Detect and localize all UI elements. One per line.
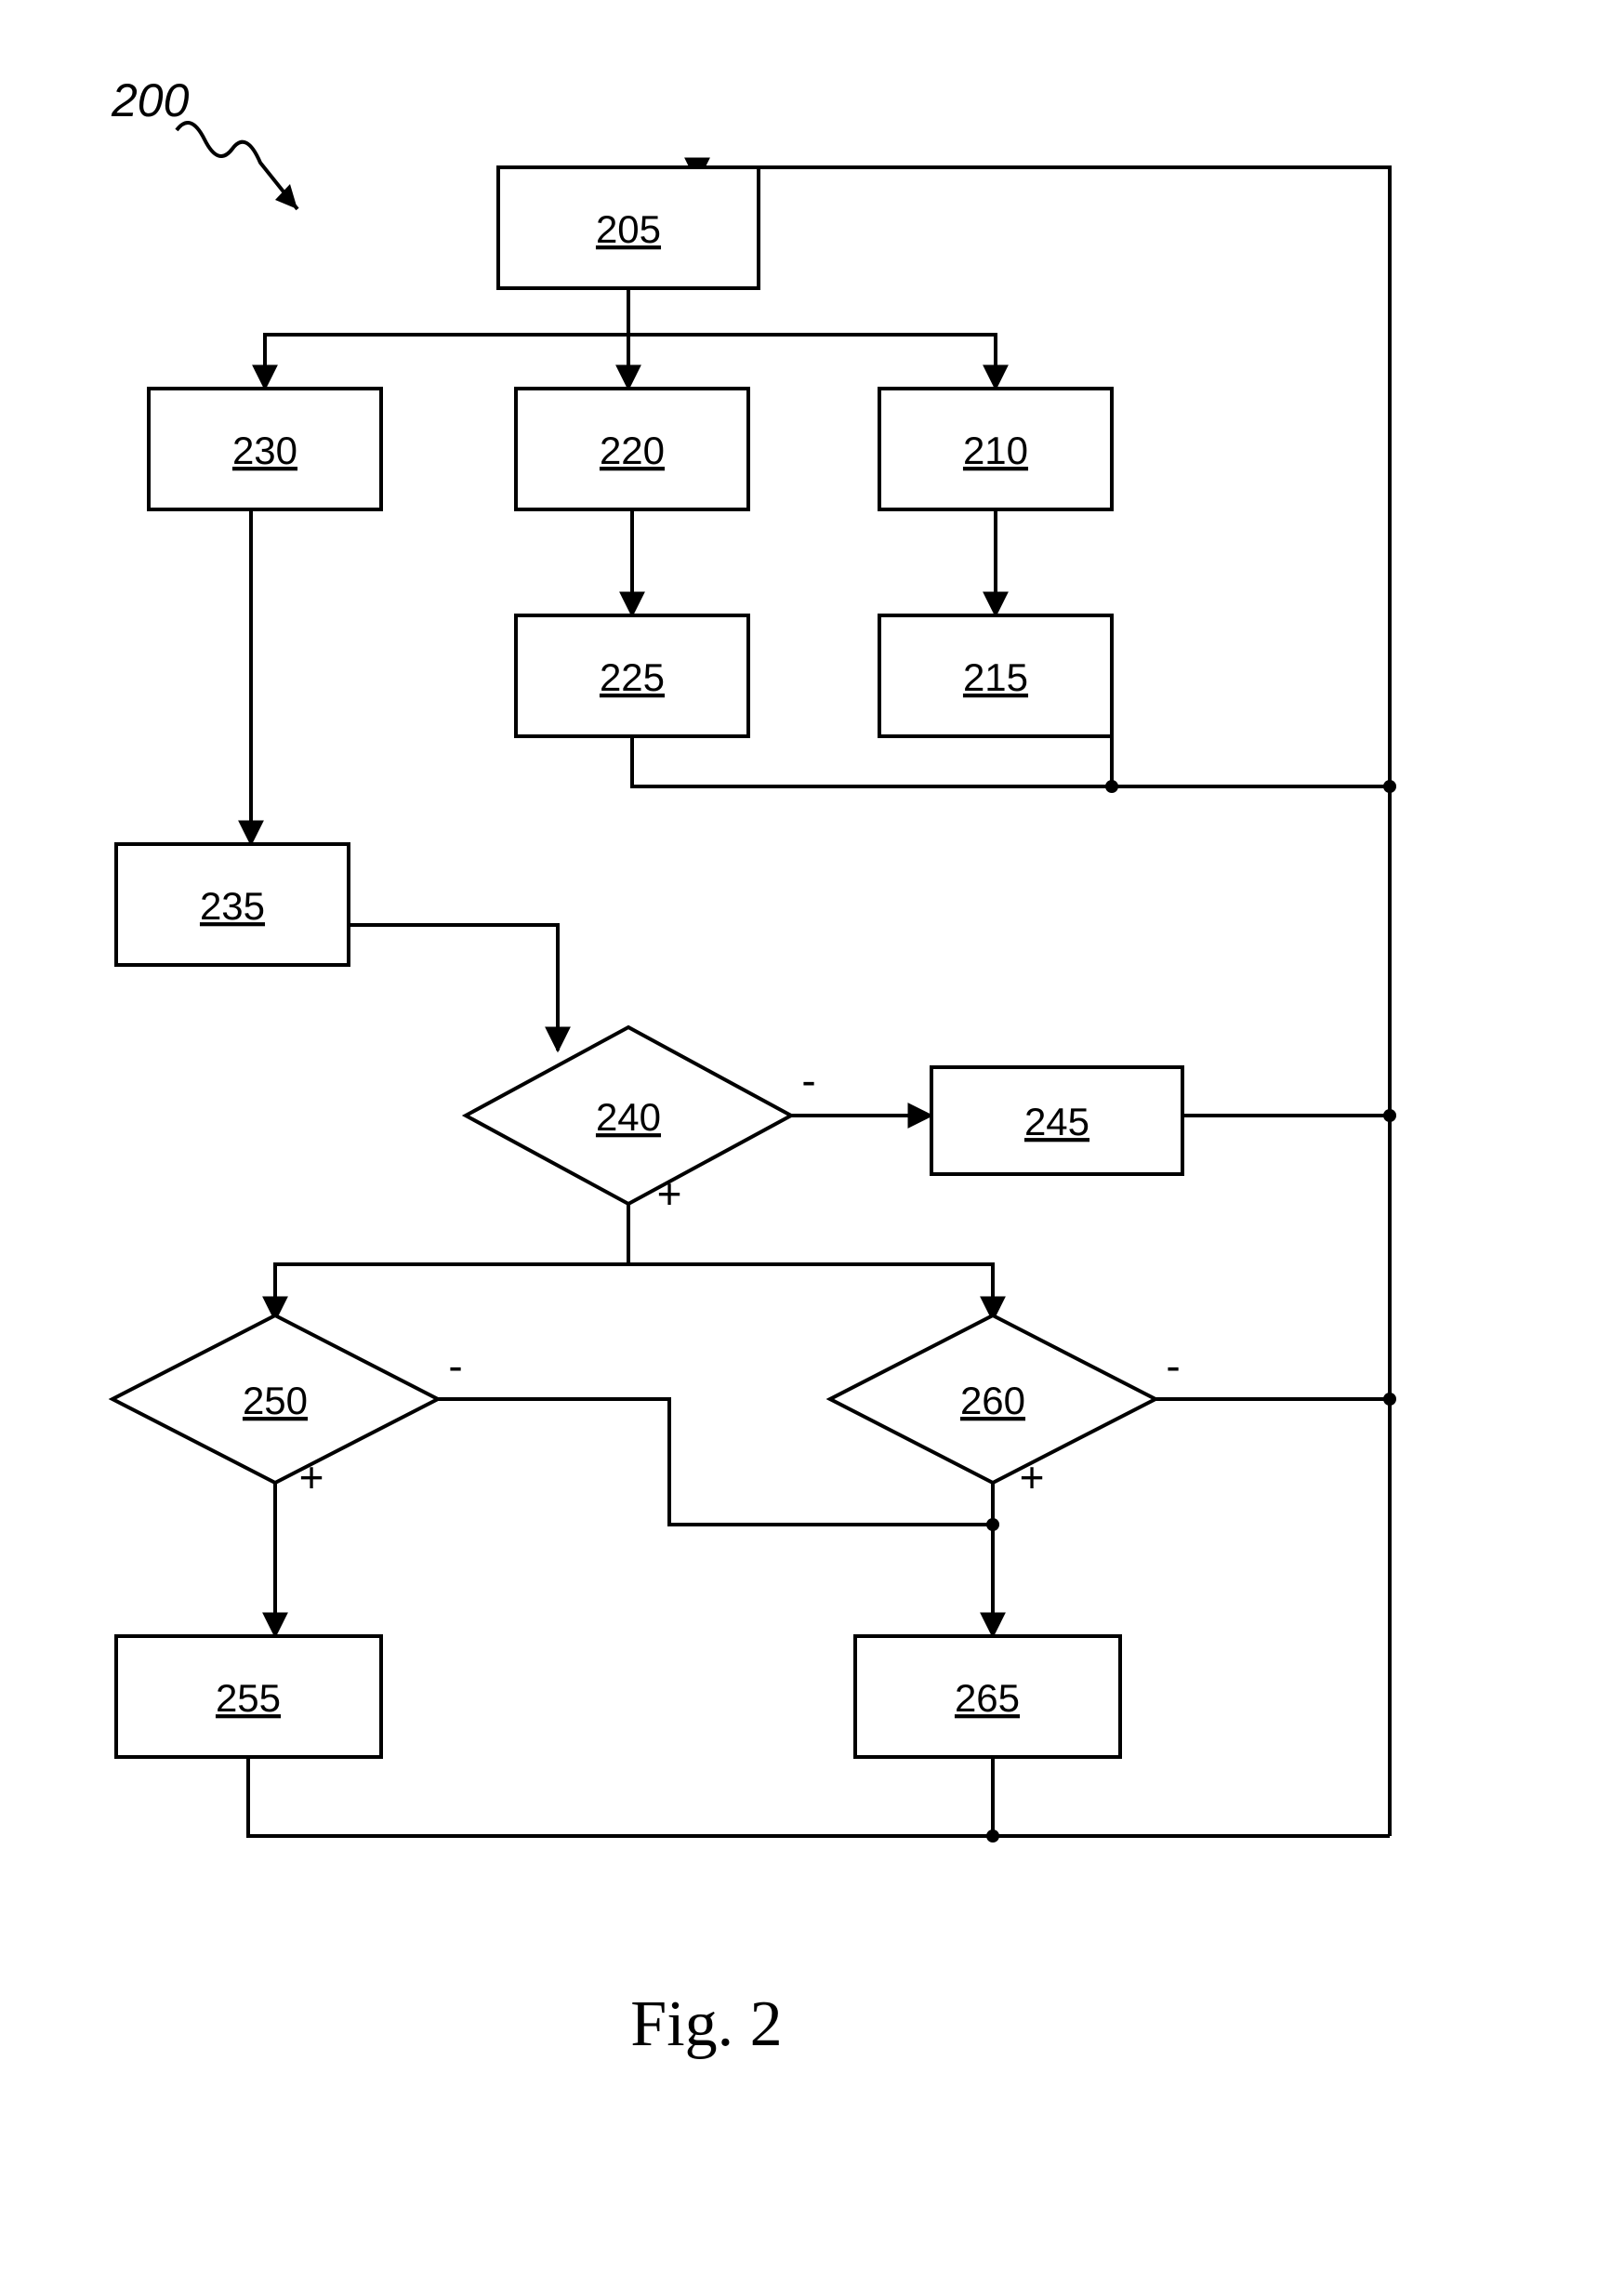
node-255: 255 xyxy=(116,1636,381,1757)
node-240: 240 + - xyxy=(466,1027,816,1218)
node-265: 265 xyxy=(855,1636,1120,1757)
edge-240-260 xyxy=(628,1204,993,1320)
edge-255-join xyxy=(248,1757,993,1836)
junction-225-215 xyxy=(1105,780,1118,793)
node-235: 235 xyxy=(116,844,349,965)
node-260: 260 + - xyxy=(830,1315,1181,1501)
node-240-plus: + xyxy=(657,1169,682,1218)
node-260-plus: + xyxy=(1020,1453,1045,1501)
node-215-label: 215 xyxy=(963,655,1028,699)
node-215: 215 xyxy=(879,615,1112,736)
junction-255-265 xyxy=(986,1829,999,1843)
node-245: 245 xyxy=(931,1067,1182,1174)
edge-225-join xyxy=(632,736,1112,786)
node-230: 230 xyxy=(149,389,381,509)
node-220-label: 220 xyxy=(600,429,665,472)
node-240-minus: - xyxy=(801,1056,815,1104)
node-210-label: 210 xyxy=(963,429,1028,472)
node-260-minus: - xyxy=(1166,1341,1180,1390)
figure-label: Fig. 2 xyxy=(630,1988,782,2060)
junction-bus-846 xyxy=(1383,780,1396,793)
node-220: 220 xyxy=(516,389,748,509)
edge-265-join xyxy=(993,1757,1390,1836)
node-225-label: 225 xyxy=(600,655,665,699)
node-250-plus: + xyxy=(299,1453,324,1501)
node-225: 225 xyxy=(516,615,748,736)
edge-235-240 xyxy=(349,925,558,1050)
node-265-label: 265 xyxy=(955,1676,1020,1720)
node-230-label: 230 xyxy=(232,429,297,472)
node-235-label: 235 xyxy=(200,884,265,928)
node-250-label: 250 xyxy=(243,1379,308,1422)
node-245-label: 245 xyxy=(1024,1100,1089,1143)
node-260-label: 260 xyxy=(960,1379,1025,1422)
node-240-label: 240 xyxy=(596,1095,661,1139)
node-250: 250 + - xyxy=(112,1315,463,1501)
node-210: 210 xyxy=(879,389,1112,509)
edge-205-230 xyxy=(265,288,628,389)
reference-number: 200 xyxy=(111,74,190,126)
edge-240-250 xyxy=(275,1204,628,1320)
junction-250minus-260plus xyxy=(986,1518,999,1531)
edge-205-210 xyxy=(628,288,996,389)
node-255-label: 255 xyxy=(216,1676,281,1720)
node-250-minus: - xyxy=(448,1341,462,1390)
node-205: 205 xyxy=(498,167,759,288)
node-205-label: 205 xyxy=(596,207,661,251)
edge-215-to-bus xyxy=(1112,736,1390,786)
